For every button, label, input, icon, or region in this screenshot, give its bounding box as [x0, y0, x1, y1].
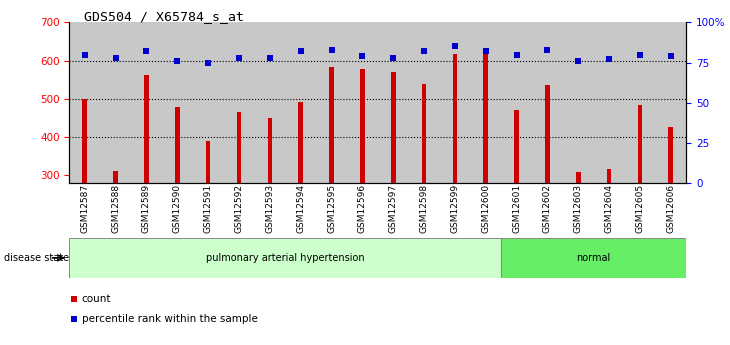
Text: GDS504 / X65784_s_at: GDS504 / X65784_s_at — [84, 10, 244, 23]
Bar — [131, 22, 162, 183]
Bar — [483, 50, 488, 290]
Bar — [378, 22, 409, 183]
Bar — [422, 84, 426, 290]
Bar — [625, 22, 656, 183]
Bar — [514, 110, 519, 290]
Bar — [206, 141, 210, 290]
Bar — [267, 118, 272, 290]
Bar — [69, 22, 100, 183]
Bar — [329, 68, 334, 290]
Bar — [237, 112, 242, 290]
Bar — [391, 72, 396, 290]
Text: pulmonary arterial hypertension: pulmonary arterial hypertension — [206, 253, 364, 263]
Bar — [69, 238, 501, 278]
Bar — [532, 22, 563, 183]
Bar — [669, 127, 673, 290]
Bar — [82, 99, 87, 290]
Bar — [254, 22, 285, 183]
Bar — [439, 22, 470, 183]
Bar — [193, 22, 223, 183]
Bar — [501, 22, 532, 183]
Bar — [576, 172, 580, 290]
Bar — [453, 54, 457, 290]
Text: disease state: disease state — [4, 253, 69, 263]
Bar — [470, 22, 501, 183]
Bar — [607, 169, 612, 290]
Text: percentile rank within the sample: percentile rank within the sample — [82, 314, 258, 324]
Bar — [144, 75, 149, 290]
Bar — [563, 22, 593, 183]
Bar — [285, 22, 316, 183]
Bar — [360, 69, 365, 290]
Bar — [501, 238, 686, 278]
Bar — [593, 22, 624, 183]
Bar — [656, 22, 686, 183]
Bar — [299, 102, 303, 290]
Text: normal: normal — [577, 253, 611, 263]
Bar — [409, 22, 439, 183]
Bar — [162, 22, 193, 183]
Bar — [545, 86, 550, 290]
Bar — [113, 171, 118, 290]
Bar — [347, 22, 378, 183]
Bar — [637, 105, 642, 290]
Bar — [223, 22, 255, 183]
Text: count: count — [82, 294, 111, 304]
Bar — [175, 107, 180, 290]
Bar — [100, 22, 131, 183]
Bar — [316, 22, 347, 183]
